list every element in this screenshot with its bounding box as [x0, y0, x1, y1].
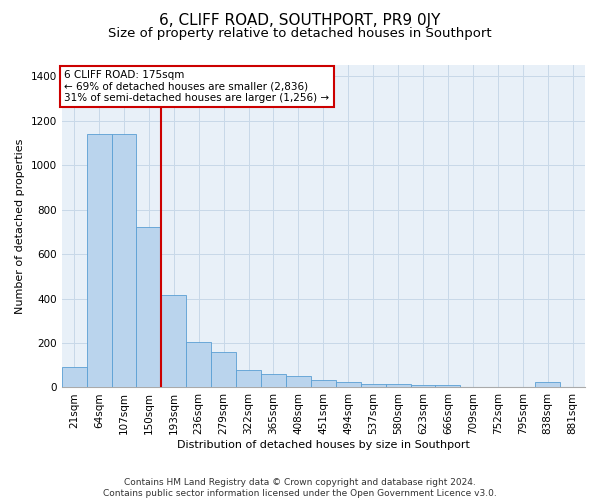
Bar	[112, 134, 136, 388]
Text: 6 CLIFF ROAD: 175sqm
← 69% of detached houses are smaller (2,836)
31% of semi-de: 6 CLIFF ROAD: 175sqm ← 69% of detached h…	[64, 70, 329, 103]
Bar	[261, 374, 286, 388]
Bar	[62, 368, 86, 388]
Bar	[436, 385, 460, 388]
Bar	[386, 384, 410, 388]
Bar	[336, 382, 361, 388]
Text: Contains HM Land Registry data © Crown copyright and database right 2024.
Contai: Contains HM Land Registry data © Crown c…	[103, 478, 497, 498]
Y-axis label: Number of detached properties: Number of detached properties	[15, 138, 25, 314]
Bar	[136, 228, 161, 388]
Bar	[311, 380, 336, 388]
Bar	[161, 295, 186, 388]
Bar	[236, 370, 261, 388]
Bar	[211, 352, 236, 388]
Bar	[286, 376, 311, 388]
Bar	[410, 385, 436, 388]
Text: 6, CLIFF ROAD, SOUTHPORT, PR9 0JY: 6, CLIFF ROAD, SOUTHPORT, PR9 0JY	[160, 12, 440, 28]
Bar	[535, 382, 560, 388]
Bar	[361, 384, 386, 388]
X-axis label: Distribution of detached houses by size in Southport: Distribution of detached houses by size …	[177, 440, 470, 450]
Bar	[186, 342, 211, 388]
Text: Size of property relative to detached houses in Southport: Size of property relative to detached ho…	[108, 28, 492, 40]
Bar	[86, 134, 112, 388]
